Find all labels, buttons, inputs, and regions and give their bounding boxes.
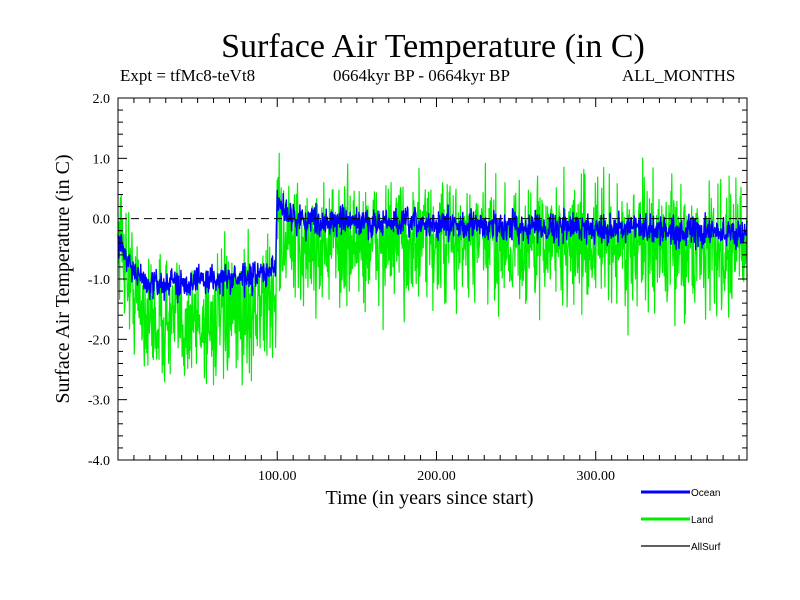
period-label: 0664kyr BP - 0664kyr BP	[333, 66, 510, 85]
chart-title: Surface Air Temperature (in C)	[221, 28, 645, 65]
months-label: ALL_MONTHS	[622, 66, 736, 85]
legend-label-land: Land	[691, 515, 713, 526]
series-line-ocean	[117, 189, 748, 304]
experiment-label: Expt = tfMc8-teVt8	[120, 66, 256, 85]
legend: Ocean Land AllSurf	[641, 488, 721, 553]
y-tick-label: -2.0	[88, 333, 110, 348]
legend-label-ocean: Ocean	[691, 488, 720, 499]
x-axis-label: Time (in years since start)	[325, 487, 533, 509]
axes-layer	[117, 97, 748, 461]
y-tick-label: 2.0	[93, 92, 111, 107]
series-layer	[117, 152, 748, 386]
x-tick-label: 200.00	[417, 469, 456, 484]
y-axis-label: Surface Air Temperature (in C)	[52, 154, 74, 403]
labels-layer: 100.00 200.00 300.00 2.0 1.0 0.0 -1.0 -2.0 -3.0 -…	[52, 92, 615, 509]
y-tick-label: -3.0	[88, 394, 110, 409]
y-tick-label: -1.0	[88, 273, 110, 288]
y-tick-label: -4.0	[88, 454, 110, 469]
x-tick-label: 100.00	[258, 469, 297, 484]
legend-label-allsurf: AllSurf	[691, 542, 721, 553]
y-tick-label: 0.0	[93, 213, 111, 228]
x-tick-label: 300.00	[576, 469, 615, 484]
y-tick-label: 1.0	[93, 152, 111, 167]
